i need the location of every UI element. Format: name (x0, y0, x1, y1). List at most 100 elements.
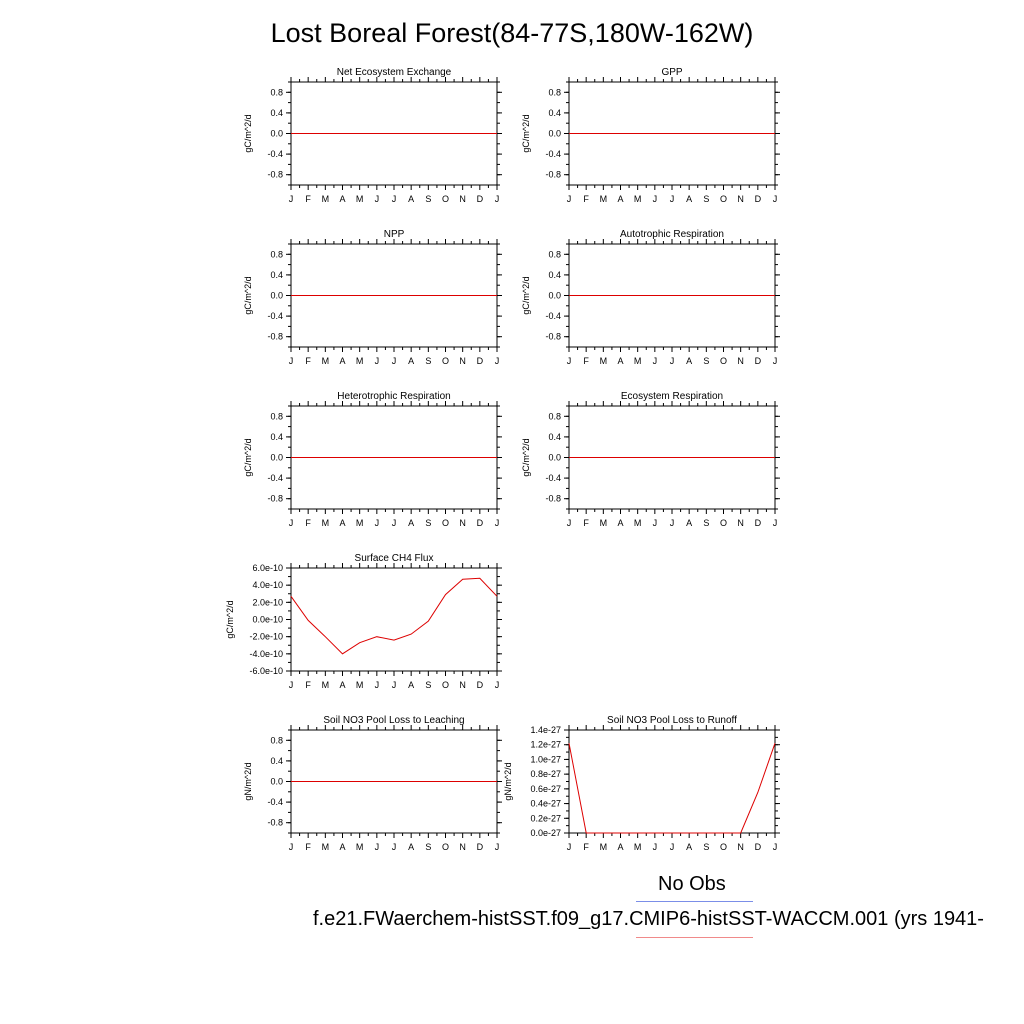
y-tick-label: 0.4 (270, 432, 283, 442)
y-axis-label: gN/m^2/d (503, 762, 513, 800)
y-tick-label: 1.0e-27 (530, 754, 561, 764)
y-axis-label: gN/m^2/d (243, 762, 253, 800)
x-tick-label: N (737, 842, 744, 852)
x-tick-label: N (459, 680, 466, 690)
y-tick-label: 0.8 (548, 411, 561, 421)
y-tick-label: 4.0e-10 (252, 580, 283, 590)
x-tick-label: J (495, 356, 500, 366)
x-tick-label: F (583, 194, 589, 204)
x-tick-label: S (703, 842, 709, 852)
y-tick-label: 0.8e-27 (530, 769, 561, 779)
x-tick-label: M (600, 842, 608, 852)
x-tick-label: N (737, 518, 744, 528)
y-tick-label: -0.8 (267, 170, 283, 180)
panel-title: Ecosystem Respiration (621, 391, 723, 402)
y-tick-label: 0.0 (548, 453, 561, 463)
y-tick-label: 0.4e-27 (530, 799, 561, 809)
legend-case-line (636, 937, 753, 938)
x-tick-label: M (356, 680, 364, 690)
x-tick-label: M (634, 194, 642, 204)
x-tick-label: J (670, 518, 675, 528)
y-tick-label: -0.8 (267, 494, 283, 504)
x-tick-label: A (617, 194, 623, 204)
x-tick-label: O (720, 518, 727, 528)
y-tick-label: -6.0e-10 (249, 666, 283, 676)
x-tick-label: J (567, 518, 572, 528)
x-tick-label: O (442, 518, 449, 528)
x-tick-label: J (653, 518, 658, 528)
x-tick-label: D (477, 356, 484, 366)
x-tick-label: M (322, 518, 330, 528)
y-tick-label: -0.4 (267, 797, 283, 807)
x-tick-label: N (737, 194, 744, 204)
x-tick-label: M (322, 842, 330, 852)
y-tick-label: 0.0 (270, 453, 283, 463)
x-tick-label: M (322, 356, 330, 366)
panel-title: Soil NO3 Pool Loss to Leaching (323, 715, 464, 726)
plot-frame (568, 729, 776, 834)
y-tick-label: 0.0 (270, 777, 283, 787)
x-tick-label: M (600, 194, 608, 204)
x-tick-label: S (425, 842, 431, 852)
x-tick-label: N (459, 518, 466, 528)
x-tick-label: O (442, 194, 449, 204)
y-tick-label: 0.4 (270, 756, 283, 766)
y-axis-label: gC/m^2/d (243, 114, 253, 152)
x-tick-label: A (339, 194, 345, 204)
x-tick-label: F (305, 194, 311, 204)
y-tick-label: 0.8 (548, 249, 561, 259)
page-title: Lost Boreal Forest(84-77S,180W-162W) (270, 18, 754, 48)
x-tick-label: J (495, 842, 500, 852)
x-tick-label: N (737, 356, 744, 366)
x-tick-label: J (495, 518, 500, 528)
plot-frame (290, 567, 498, 672)
x-tick-label: F (305, 518, 311, 528)
y-tick-label: 0.4 (270, 270, 283, 280)
x-tick-label: J (495, 680, 500, 690)
x-tick-label: A (339, 842, 345, 852)
y-tick-label: 0.0e-27 (530, 828, 561, 838)
x-tick-label: O (720, 194, 727, 204)
x-tick-label: M (634, 356, 642, 366)
x-tick-label: J (289, 680, 294, 690)
panel-title: Heterotrophic Respiration (337, 391, 450, 402)
y-tick-label: 6.0e-10 (252, 563, 283, 573)
y-tick-label: 0.4 (548, 432, 561, 442)
x-tick-label: O (442, 842, 449, 852)
x-tick-label: O (720, 842, 727, 852)
x-tick-label: J (495, 194, 500, 204)
x-tick-label: J (670, 356, 675, 366)
x-tick-label: J (375, 842, 380, 852)
x-tick-label: J (375, 518, 380, 528)
x-tick-label: N (459, 842, 466, 852)
y-tick-label: 0.8 (270, 249, 283, 259)
panel-title: GPP (661, 67, 682, 78)
x-tick-label: J (773, 842, 778, 852)
y-tick-label: -0.4 (545, 149, 561, 159)
x-tick-label: S (425, 680, 431, 690)
legend-case-label: f.e21.FWaerchem-histSST.f09_g17.CMIP6-hi… (313, 908, 984, 930)
x-tick-label: A (408, 842, 414, 852)
x-tick-label: M (356, 842, 364, 852)
x-tick-label: D (755, 518, 762, 528)
y-tick-label: 0.4 (548, 270, 561, 280)
x-tick-label: A (339, 356, 345, 366)
legend-obs-line (636, 901, 753, 902)
panel-title: NPP (384, 229, 405, 240)
x-tick-label: O (442, 356, 449, 366)
x-tick-label: M (322, 194, 330, 204)
panel-title: Soil NO3 Pool Loss to Runoff (607, 715, 737, 726)
x-tick-label: F (305, 356, 311, 366)
x-tick-label: J (289, 356, 294, 366)
x-tick-label: O (720, 356, 727, 366)
y-tick-label: 0.2e-27 (530, 813, 561, 823)
y-tick-label: 0.8 (270, 87, 283, 97)
x-tick-label: J (392, 680, 397, 690)
y-tick-label: 0.8 (270, 735, 283, 745)
x-tick-label: M (600, 356, 608, 366)
x-tick-label: J (392, 842, 397, 852)
